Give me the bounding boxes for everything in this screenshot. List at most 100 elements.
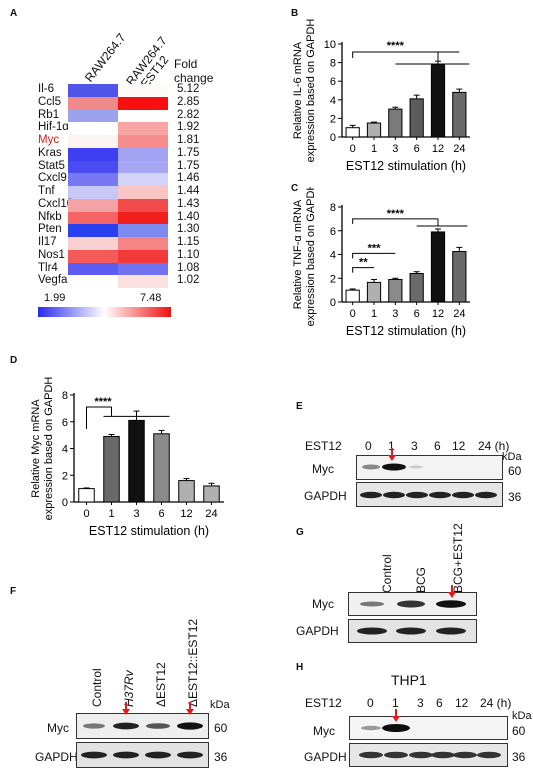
x-tick-label: 3 bbox=[392, 143, 398, 155]
x-axis-label: EST12 stimulation (h) bbox=[346, 159, 466, 173]
heatmap-cell-est12 bbox=[118, 186, 168, 199]
heatmap-gene-label: Myc bbox=[38, 134, 60, 146]
heatmap-gene-label: Nfκb bbox=[38, 210, 62, 223]
bar bbox=[345, 289, 360, 303]
x-tick-label: 12 bbox=[180, 508, 192, 520]
blot-e-kda: kDa bbox=[502, 451, 522, 463]
blot-h-lane-12: 12 bbox=[455, 696, 469, 710]
blot-e-lane-0: 0 bbox=[365, 439, 372, 453]
y-axis-label: Relative Myc mRNAexpression based on GAP… bbox=[30, 377, 55, 521]
blot-e-band-gapdh-1 bbox=[383, 491, 405, 499]
heatmap-cell-raw bbox=[68, 96, 118, 110]
panel-label-a: A bbox=[10, 8, 18, 19]
blot-g-band-gapdh-control bbox=[357, 627, 387, 635]
blot-e-band-myc-0 bbox=[362, 464, 380, 470]
significance-bracket bbox=[352, 252, 396, 259]
heatmap-gene-label: Cxcl10 bbox=[38, 197, 74, 210]
blot-f-lane-control: Control bbox=[90, 668, 104, 707]
significance-stars: **** bbox=[387, 208, 405, 220]
heatmap-cell-raw bbox=[68, 262, 118, 276]
bar bbox=[409, 273, 424, 303]
heatmap-cell-est12 bbox=[118, 211, 168, 225]
blot-e-band-gapdh-12 bbox=[452, 491, 474, 499]
blot-f-band-gapdh-control bbox=[81, 751, 107, 759]
heatmap-gene-label: Tlr4 bbox=[38, 261, 58, 274]
y-tick-label: 6 bbox=[330, 76, 336, 88]
blot-e-band-gapdh-3 bbox=[406, 491, 428, 499]
heatmap-fold-value: 1.92 bbox=[177, 121, 200, 134]
blot-f-band-myc-complemented bbox=[177, 722, 203, 730]
significance-stars: ** bbox=[359, 257, 368, 269]
blot-e-band-myc-1 bbox=[382, 463, 406, 471]
y-tick-label: 8 bbox=[62, 390, 68, 402]
panel-label-e: E bbox=[296, 401, 303, 412]
panel-label-b: B bbox=[291, 8, 299, 19]
x-tick-label: 12 bbox=[432, 143, 444, 155]
significance-bracket bbox=[352, 51, 460, 58]
blot-h-lane-3: 3 bbox=[417, 696, 424, 710]
heatmap-fold-value: 5.12 bbox=[177, 83, 200, 95]
blot-h-kda: kDa bbox=[512, 710, 532, 722]
x-tick-label: 24 bbox=[453, 308, 465, 320]
y-tick-label: 2 bbox=[330, 113, 336, 125]
bar bbox=[203, 485, 220, 503]
heatmap-cell-est12 bbox=[118, 109, 168, 123]
heatmap-cell-raw bbox=[68, 249, 118, 263]
blot-e-image bbox=[356, 455, 503, 507]
blot-h-lane-0: 0 bbox=[367, 696, 374, 710]
heatmap-fold-value: 1.75 bbox=[177, 159, 200, 172]
heatmap-fold-value: 1.08 bbox=[177, 261, 200, 274]
blot-h-myc-membrane bbox=[349, 716, 508, 740]
blot-f-image bbox=[76, 713, 209, 768]
bar bbox=[388, 108, 403, 138]
heatmap-fold-value: 1.44 bbox=[177, 185, 200, 197]
y-axis-label-line: expression based on GAPDH bbox=[305, 187, 317, 326]
heatmap-gene-label: Tnf bbox=[38, 185, 55, 197]
heatmap-col-header-raw: RAW264.7 bbox=[82, 30, 129, 85]
x-tick-label: 1 bbox=[371, 308, 377, 320]
blot-e-myc-membrane bbox=[356, 455, 503, 480]
heatmap-gene-label: Vegfa bbox=[38, 274, 68, 287]
blot-e-size-36: 36 bbox=[508, 490, 522, 504]
blot-g-lane-bcg: BCG bbox=[414, 566, 428, 593]
panel-label-g: G bbox=[296, 527, 304, 538]
blot-h-title: THP1 bbox=[391, 672, 427, 688]
heatmap-cell-raw bbox=[68, 147, 118, 161]
blot-g-band-myc-bcg-est12 bbox=[436, 600, 466, 608]
heatmap-cell-raw bbox=[68, 224, 118, 237]
y-tick-label: 10 bbox=[324, 39, 336, 51]
y-tick-label: 4 bbox=[330, 250, 336, 262]
heatmap-cell-raw bbox=[68, 211, 118, 225]
significance-bracket bbox=[352, 267, 374, 273]
heatmap-gene-label: Pten bbox=[38, 223, 62, 236]
y-tick-label: 0 bbox=[330, 297, 336, 309]
blot-e-size-60: 60 bbox=[508, 464, 522, 478]
panel-label-h: H bbox=[296, 662, 304, 673]
bar bbox=[409, 98, 424, 138]
x-tick-label: 24 bbox=[453, 143, 465, 155]
heatmap-fold-value: 2.85 bbox=[177, 95, 200, 108]
blot-f-lane-delta-est12: ΔEST12 bbox=[154, 662, 168, 707]
x-tick-label: 12 bbox=[432, 308, 444, 320]
x-tick-label: 0 bbox=[350, 308, 356, 320]
blot-g-image bbox=[348, 592, 477, 643]
heatmap-cell-raw bbox=[68, 84, 118, 97]
blot-f-band-myc-delta bbox=[146, 723, 170, 729]
heatmap-fold-value: 1.02 bbox=[177, 274, 200, 287]
blot-h-size-36: 36 bbox=[512, 750, 526, 764]
blot-h-myc-label: Myc bbox=[313, 724, 335, 738]
heatmap-cell-raw bbox=[68, 109, 118, 123]
y-tick-label: 8 bbox=[330, 202, 336, 214]
blot-h-band-gapdh-24 bbox=[477, 751, 501, 759]
significance-stars: *** bbox=[368, 242, 382, 254]
blot-e-lane-24: 24 (h) bbox=[478, 439, 510, 453]
x-tick-label: 3 bbox=[392, 308, 398, 320]
blot-f-lane-complemented: ΔEST12::EST12 bbox=[186, 618, 200, 707]
panel-label-d: D bbox=[10, 355, 18, 366]
heatmap-gene-label: Rb1 bbox=[38, 108, 60, 121]
blot-g-band-gapdh-bcg bbox=[396, 627, 426, 635]
blot-h-est12-label: EST12 bbox=[305, 696, 342, 710]
blot-f-size-60: 60 bbox=[214, 721, 228, 735]
blot-e-gapdh-label: GAPDH bbox=[304, 489, 347, 503]
